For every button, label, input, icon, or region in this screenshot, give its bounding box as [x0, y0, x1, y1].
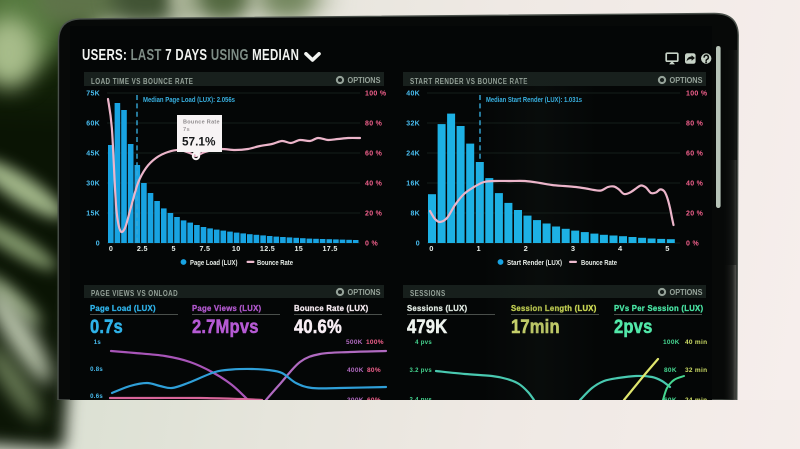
svg-text:100%: 100%	[366, 339, 384, 346]
svg-text:80%: 80%	[367, 367, 381, 374]
svg-text:OPTIONS: OPTIONS	[348, 287, 381, 297]
svg-text:400K: 400K	[347, 367, 364, 374]
svg-text:0 %: 0 %	[365, 241, 378, 248]
svg-text:16K: 16K	[406, 181, 420, 188]
svg-text:0.6s: 0.6s	[90, 394, 103, 400]
svg-text:60K: 60K	[86, 121, 100, 128]
svg-text:80K: 80K	[664, 367, 677, 374]
svg-text:5: 5	[665, 244, 669, 253]
svg-text:24K: 24K	[406, 151, 420, 158]
svg-text:8K: 8K	[410, 211, 420, 218]
svg-text:3: 3	[571, 244, 575, 253]
svg-text:15: 15	[294, 244, 303, 253]
svg-text:0.8s: 0.8s	[90, 367, 103, 373]
svg-text:100K: 100K	[663, 339, 680, 346]
svg-text:57.1%: 57.1%	[182, 135, 216, 149]
svg-text:17.5: 17.5	[322, 244, 337, 253]
svg-text:40 %: 40 %	[365, 181, 383, 188]
svg-text:0: 0	[429, 244, 433, 253]
svg-text:7.5: 7.5	[199, 244, 210, 253]
svg-text:32 min: 32 min	[685, 367, 707, 374]
svg-text:100 %: 100 %	[686, 91, 708, 98]
svg-text:Bounce Rate: Bounce Rate	[257, 260, 293, 267]
svg-text:80 %: 80 %	[365, 121, 383, 128]
svg-text:Bounce Rate: Bounce Rate	[183, 120, 220, 126]
svg-text:Page Load (LUX): Page Load (LUX)	[190, 260, 238, 267]
svg-text:32K: 32K	[406, 121, 420, 128]
svg-text:Median Page Load (LUX): 2.056s: Median Page Load (LUX): 2.056s	[143, 95, 235, 104]
svg-text:3.2 pvs: 3.2 pvs	[410, 368, 433, 374]
svg-text:12.5: 12.5	[260, 244, 275, 253]
svg-text:4 pvs: 4 pvs	[415, 340, 432, 346]
svg-text:10: 10	[232, 244, 241, 253]
svg-text:500K: 500K	[346, 339, 363, 346]
svg-text:2: 2	[524, 244, 528, 253]
svg-text:0: 0	[416, 241, 420, 248]
svg-text:Start Render (LUX): Start Render (LUX)	[507, 260, 562, 267]
svg-text:5: 5	[171, 244, 175, 253]
svg-text:0 %: 0 %	[686, 241, 699, 248]
svg-text:60%: 60%	[367, 397, 381, 400]
svg-text:100 %: 100 %	[365, 91, 387, 98]
svg-text:60 %: 60 %	[365, 151, 383, 158]
svg-text:40 %: 40 %	[686, 181, 704, 188]
svg-text:80 %: 80 %	[686, 121, 704, 128]
svg-text:15K: 15K	[86, 211, 100, 218]
svg-text:60 %: 60 %	[686, 151, 704, 158]
svg-text:7s: 7s	[183, 127, 190, 133]
svg-text:Median Start Render (LUX): 1.0: Median Start Render (LUX): 1.031s	[486, 95, 582, 104]
svg-text:OPTIONS: OPTIONS	[670, 75, 703, 85]
svg-text:2.5: 2.5	[137, 244, 148, 253]
svg-text:OPTIONS: OPTIONS	[670, 287, 703, 297]
svg-text:30K: 30K	[86, 181, 100, 188]
svg-text:24 min: 24 min	[685, 397, 707, 400]
svg-text:1: 1	[476, 244, 480, 253]
svg-text:2.4 pvs: 2.4 pvs	[410, 398, 433, 401]
svg-text:40 min: 40 min	[685, 339, 707, 346]
svg-text:75K: 75K	[86, 91, 100, 98]
svg-text:OPTIONS: OPTIONS	[348, 75, 381, 85]
svg-text:45K: 45K	[86, 151, 100, 158]
svg-text:0: 0	[109, 244, 113, 253]
svg-text:20 %: 20 %	[686, 211, 704, 218]
svg-text:40K: 40K	[406, 91, 420, 98]
svg-text:Bounce Rate: Bounce Rate	[581, 260, 617, 267]
svg-text:4: 4	[618, 244, 623, 253]
svg-text:0: 0	[96, 241, 100, 248]
svg-text:300K: 300K	[347, 397, 364, 400]
svg-text:20 %: 20 %	[365, 211, 383, 218]
svg-text:60K: 60K	[664, 397, 677, 400]
svg-text:1s: 1s	[94, 340, 102, 346]
